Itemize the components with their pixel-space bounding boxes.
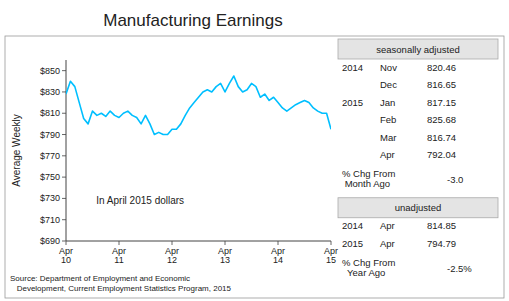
y-tick [62,219,66,220]
y-tick-label: $750 [40,172,60,182]
table-change-value: -3.0 [447,174,463,185]
y-tick [62,155,66,156]
x-tick [172,241,173,245]
table-cell: 2015 [342,238,363,249]
table-cell: 816.74 [427,132,456,143]
x-tick-label: Apr13 [218,246,232,265]
annotation: In April 2015 dollars [96,195,184,206]
table-cell: Apr [380,149,395,160]
table-header-box [338,39,498,59]
line [66,76,331,135]
y-tick [62,241,66,242]
table-change-label: % Chg From Month Ago [342,168,395,189]
y-axis [66,60,67,241]
table-cell: Feb [380,114,396,125]
y-tick [62,70,66,71]
y-axis-label: Average Weekly [11,114,22,186]
chart: Manufacturing Earnings $690 $710 $730 $750 $7… [0,0,509,301]
y-tick [62,134,66,135]
axes: $690 $710 $730 $750 $770 $790 $810 $830 $850 Apr1… [40,60,338,265]
table-change-value: -2.5% [447,263,472,274]
table-cell: 2014 [342,220,363,231]
table-cell: 794.79 [427,238,456,249]
x-tick-label: Apr14 [271,246,285,265]
plot-area [66,76,331,135]
y-tick-label: $790 [40,130,60,140]
x-tick [225,241,226,245]
y-tick-label: $770 [40,151,60,161]
table-cell: Apr [380,238,395,249]
table-cell: Apr [380,220,395,231]
x-tick-label: Apr11 [112,246,126,265]
y-tick [62,177,66,178]
table-cell: 792.04 [427,149,456,160]
x-axis [66,241,331,242]
title: Manufacturing Earnings [103,11,283,30]
table-cell: 2015 [342,97,363,108]
source: Source: Department of Employment and Eco… [10,274,232,293]
table-cell: 816.65 [427,79,456,90]
x-tick [119,241,120,245]
table-cell: 2014 [342,62,363,73]
table-header: seasonally adjusted [376,44,459,55]
x-tick [331,241,332,245]
table-cell: 820.46 [427,62,456,73]
y-tick-label: $690 [40,236,60,246]
table-cell: 814.85 [427,220,456,231]
y-tick-label: $730 [40,193,60,203]
table-cell: Dec [380,79,397,90]
table-cell: 825.68 [427,114,456,125]
table-cell: 817.15 [427,97,456,108]
x-tick [278,241,279,245]
x-tick-label: Apr12 [165,246,179,265]
table-cell: Jan [380,97,395,108]
frame [5,36,504,298]
table-cell: Nov [380,62,397,73]
y-tick [62,113,66,114]
y-tick-label: $830 [40,87,60,97]
y-tick-label: $710 [40,215,60,225]
x-tick-label: Apr15 [324,246,338,265]
x-tick-label: Apr10 [59,246,73,265]
y-tick-label: $850 [40,66,60,76]
table-header-box [338,198,498,218]
table-change-label: % Chg From Year Ago [342,257,395,278]
x-tick [66,241,67,245]
y-tick [62,198,66,199]
y-tick-label: $810 [40,108,60,118]
table-cell: Mar [380,132,396,143]
y-tick [62,91,66,92]
table-header: unadjusted [395,202,441,213]
